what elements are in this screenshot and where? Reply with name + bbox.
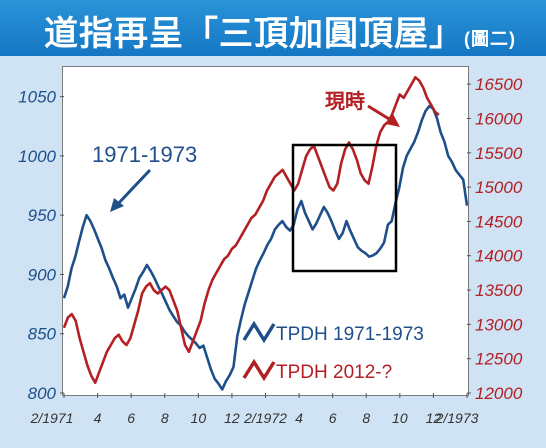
y-axis-left-labels: 800 850 900 950 1000 1050	[18, 88, 64, 403]
x-tick-label: 2/1973	[435, 410, 479, 426]
x-tick-label: 2/1972	[243, 410, 287, 426]
x-axis-labels: 2/1971 4 6 8 10 12 2/1972 4 6 8 10 122/1973	[30, 393, 479, 426]
x-tick-label: 6	[127, 410, 135, 426]
y-right-tick-label: 13500	[475, 281, 523, 300]
highlight-box	[291, 143, 398, 273]
x-tick-label: 6	[329, 410, 337, 426]
y-left-tick-label: 1000	[18, 147, 56, 166]
x-tick-label: 8	[161, 410, 169, 426]
y-right-tick-label: 14000	[475, 247, 523, 266]
legend-label-2012: TPDH 2012-?	[276, 362, 392, 383]
x-tick-label: 10	[191, 410, 207, 426]
title-bar: 道指再呈「三頂加圓頂屋」(圖二)	[0, 0, 546, 56]
y-left-tick-label: 800	[28, 384, 57, 403]
legend-label-1971: TPDH 1971-1973	[276, 324, 424, 345]
y-right-tick-label: 16000	[475, 109, 523, 128]
x-tick-label: 8	[362, 410, 370, 426]
series-line-1971-1973	[62, 104, 469, 391]
y-right-tick-label: 15000	[475, 178, 523, 197]
x-tick-label: 12	[224, 410, 240, 426]
y-left-tick-label: 850	[28, 325, 57, 344]
y-right-tick-label: 14500	[475, 212, 523, 231]
chart-title-text: 道指再呈「三頂加圓頂屋」	[44, 15, 464, 53]
x-tick-label: 12	[426, 410, 442, 426]
x-tick-label: 2/1971	[30, 410, 74, 426]
annotation-1971-1973: 1971-1973	[92, 142, 197, 167]
chart-title: 道指再呈「三頂加圓頂屋」(圖二)	[44, 6, 516, 55]
legend-symbol-2012	[242, 358, 276, 382]
y-left-tick-label: 1050	[18, 88, 56, 107]
y-right-tick-label: 16500	[475, 75, 523, 94]
y-right-tick-label: 12000	[475, 384, 523, 403]
legend: TPDH 1971-1973 TPDH 2012-?	[242, 320, 424, 383]
y-left-tick-label: 950	[28, 206, 57, 225]
highlight-box-group	[291, 143, 398, 273]
y-axis-right-labels: 12000 12500 13000 13500 14000 14500 15000 15500…	[467, 75, 523, 403]
y-right-tick-label: 13000	[475, 315, 523, 334]
x-tick-label: 10	[392, 410, 408, 426]
annotation-arrowhead-1971	[110, 198, 124, 212]
y-right-tick-label: 12500	[475, 350, 523, 369]
legend-symbol-1971	[242, 320, 276, 344]
x-tick-label: 4	[295, 410, 303, 426]
chart-subtitle: (圖二)	[464, 29, 516, 49]
x-tick-label: 4	[94, 410, 102, 426]
annotation-current: 現時	[325, 89, 365, 113]
annotation-arrowhead-current	[386, 114, 400, 127]
annotation-arrow-1971	[114, 168, 152, 208]
y-right-tick-label: 15500	[475, 144, 523, 163]
y-left-tick-label: 900	[28, 265, 57, 284]
